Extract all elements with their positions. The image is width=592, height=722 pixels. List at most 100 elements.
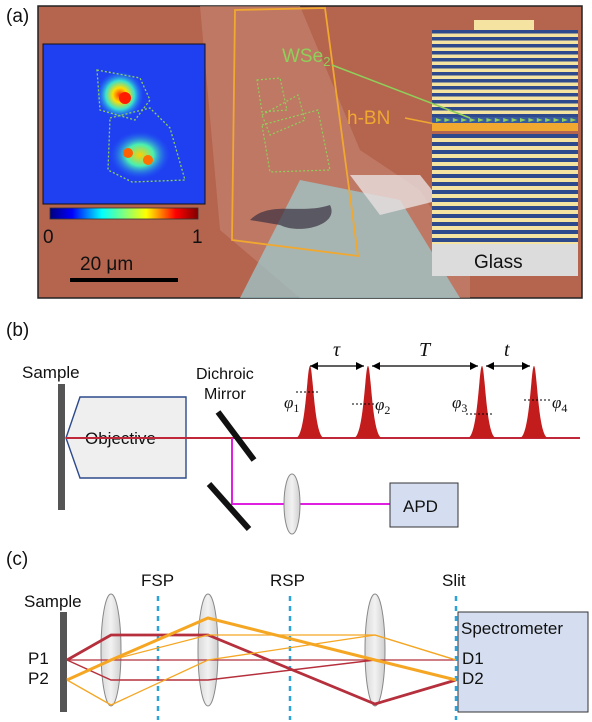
dbr-bottom-yellow [432,138,578,142]
slit-label: Slit [442,571,466,590]
lens-3 [364,593,386,707]
fold-mirror [206,482,252,531]
dbr-bottom-yellow [432,194,578,198]
wse2-exciton-arrow [486,118,493,122]
dbr-top-yellow [432,47,578,51]
dbr-top-blue [432,93,578,97]
laser-pulse-3 [468,366,496,438]
stack-annotations: WSe2 h-BN [282,46,471,129]
dbr-top-blue [432,58,578,62]
dbr-top-blue [432,65,578,69]
hbn-pointer [404,117,441,126]
dbr-bottom-blue [432,142,578,146]
wse2-layer [432,117,578,123]
dbr-top-yellow [432,110,578,114]
dichroic-mirror [215,410,257,462]
upper-dbr [432,20,578,121]
dbr-bottom-blue [432,190,578,194]
panel-a-label: (a) [6,6,29,27]
wse2-exciton-arrow [536,118,543,122]
lower-dbr [432,134,578,246]
apd-detector [389,482,459,528]
rsp-label: RSP [270,571,305,590]
colorbar: 0 1 [43,207,203,248]
p1-label: P1 [28,649,49,668]
delay-arrows: τ T t [310,339,530,370]
dbr-bottom-yellow [432,202,578,206]
dbr-bottom-yellow [432,234,578,238]
dbr-bottom-blue [432,238,578,242]
glass-label: Glass [474,252,523,273]
d1-label: D1 [462,649,484,668]
wse2-exciton-arrow [436,118,442,122]
phase-label-3: φ3 [452,393,467,415]
dbr-bottom-yellow [432,162,578,166]
dbr-bottom-blue [432,230,578,234]
dbr-top-yellow [432,82,578,86]
wse2-exciton-arrow [503,118,510,122]
dbr-top-blue [432,72,578,76]
phase-label-1: φ1 [284,393,299,415]
dbr-top-blue [432,30,578,34]
dbr-top-yellow [432,68,578,72]
wse2-exciton-arrow [469,118,476,122]
phase-labels: φ1 φ2 φ3 φ4 [284,391,567,417]
signal-path [231,438,390,505]
dbr-top-blue [432,51,578,55]
wse2-exciton-arrow [461,118,468,122]
pl-map-inset [42,43,206,205]
wse2-exciton-arrow [553,118,560,122]
dbr-bottom-yellow [432,218,578,222]
dbr-bottom-yellow [432,186,578,190]
dbr-bottom-yellow [432,170,578,174]
dbr-bottom-yellow [432,178,578,182]
dbr-top-cap [474,20,534,30]
dbr-top-yellow [432,75,578,79]
spectrometer-label: Spectrometer [461,619,563,638]
pl-outline-bottom [107,107,186,183]
dbr-top-yellow [432,33,578,37]
wse2-exciton-arrow [511,118,518,122]
dbr-bottom-blue [432,158,578,162]
T-label: T [419,339,432,361]
p2-label: P2 [28,669,49,688]
dbr-top-blue [432,79,578,83]
ray-p1-chief [66,659,457,681]
dark-debris [250,205,332,229]
dbr-bottom-yellow [432,154,578,158]
dbr-top-yellow [432,54,578,58]
sample-label-c: Sample [24,592,82,611]
dbr-top-yellow [432,96,578,100]
dichroic-label-2: Mirror [204,386,246,403]
wse2-exciton-arrow [562,118,568,122]
dbr-bottom-yellow [432,226,578,230]
dbr-bottom-blue [432,166,578,170]
wse2-exciton-arrow [545,118,552,122]
dbr-top-yellow [432,89,578,93]
scale-bar: 20 μm [70,254,178,282]
dbr-top-yellow [432,103,578,107]
phase-label-4: φ4 [552,393,567,415]
t-label: t [504,339,510,361]
dbr-top-blue [432,114,578,118]
wse2-pointer [331,64,471,119]
phase-label-2: φ2 [375,395,390,417]
dbr-top-blue [432,44,578,48]
dbr-bottom-blue [432,214,578,218]
fsp-label: FSP [141,571,174,590]
sample-label-b: Sample [22,363,80,382]
wse2-exciton-arrow [444,118,451,122]
hbn-layer [432,123,578,131]
panel-c-label: (c) [6,549,28,570]
panel-b-label: (b) [6,320,29,341]
d2-label: D2 [462,669,484,688]
lens-2 [197,593,219,707]
wse2-exciton-arrow [478,118,484,122]
dbr-top-yellow [432,61,578,65]
wse2-label: WSe2 [282,46,330,69]
wse2-exciton-arrow [528,118,535,122]
ray-p1-marginal [66,633,457,706]
dbr-bottom-blue [432,222,578,226]
laser-pulse-1 [296,366,324,438]
stack-inset: Glass [432,20,578,276]
